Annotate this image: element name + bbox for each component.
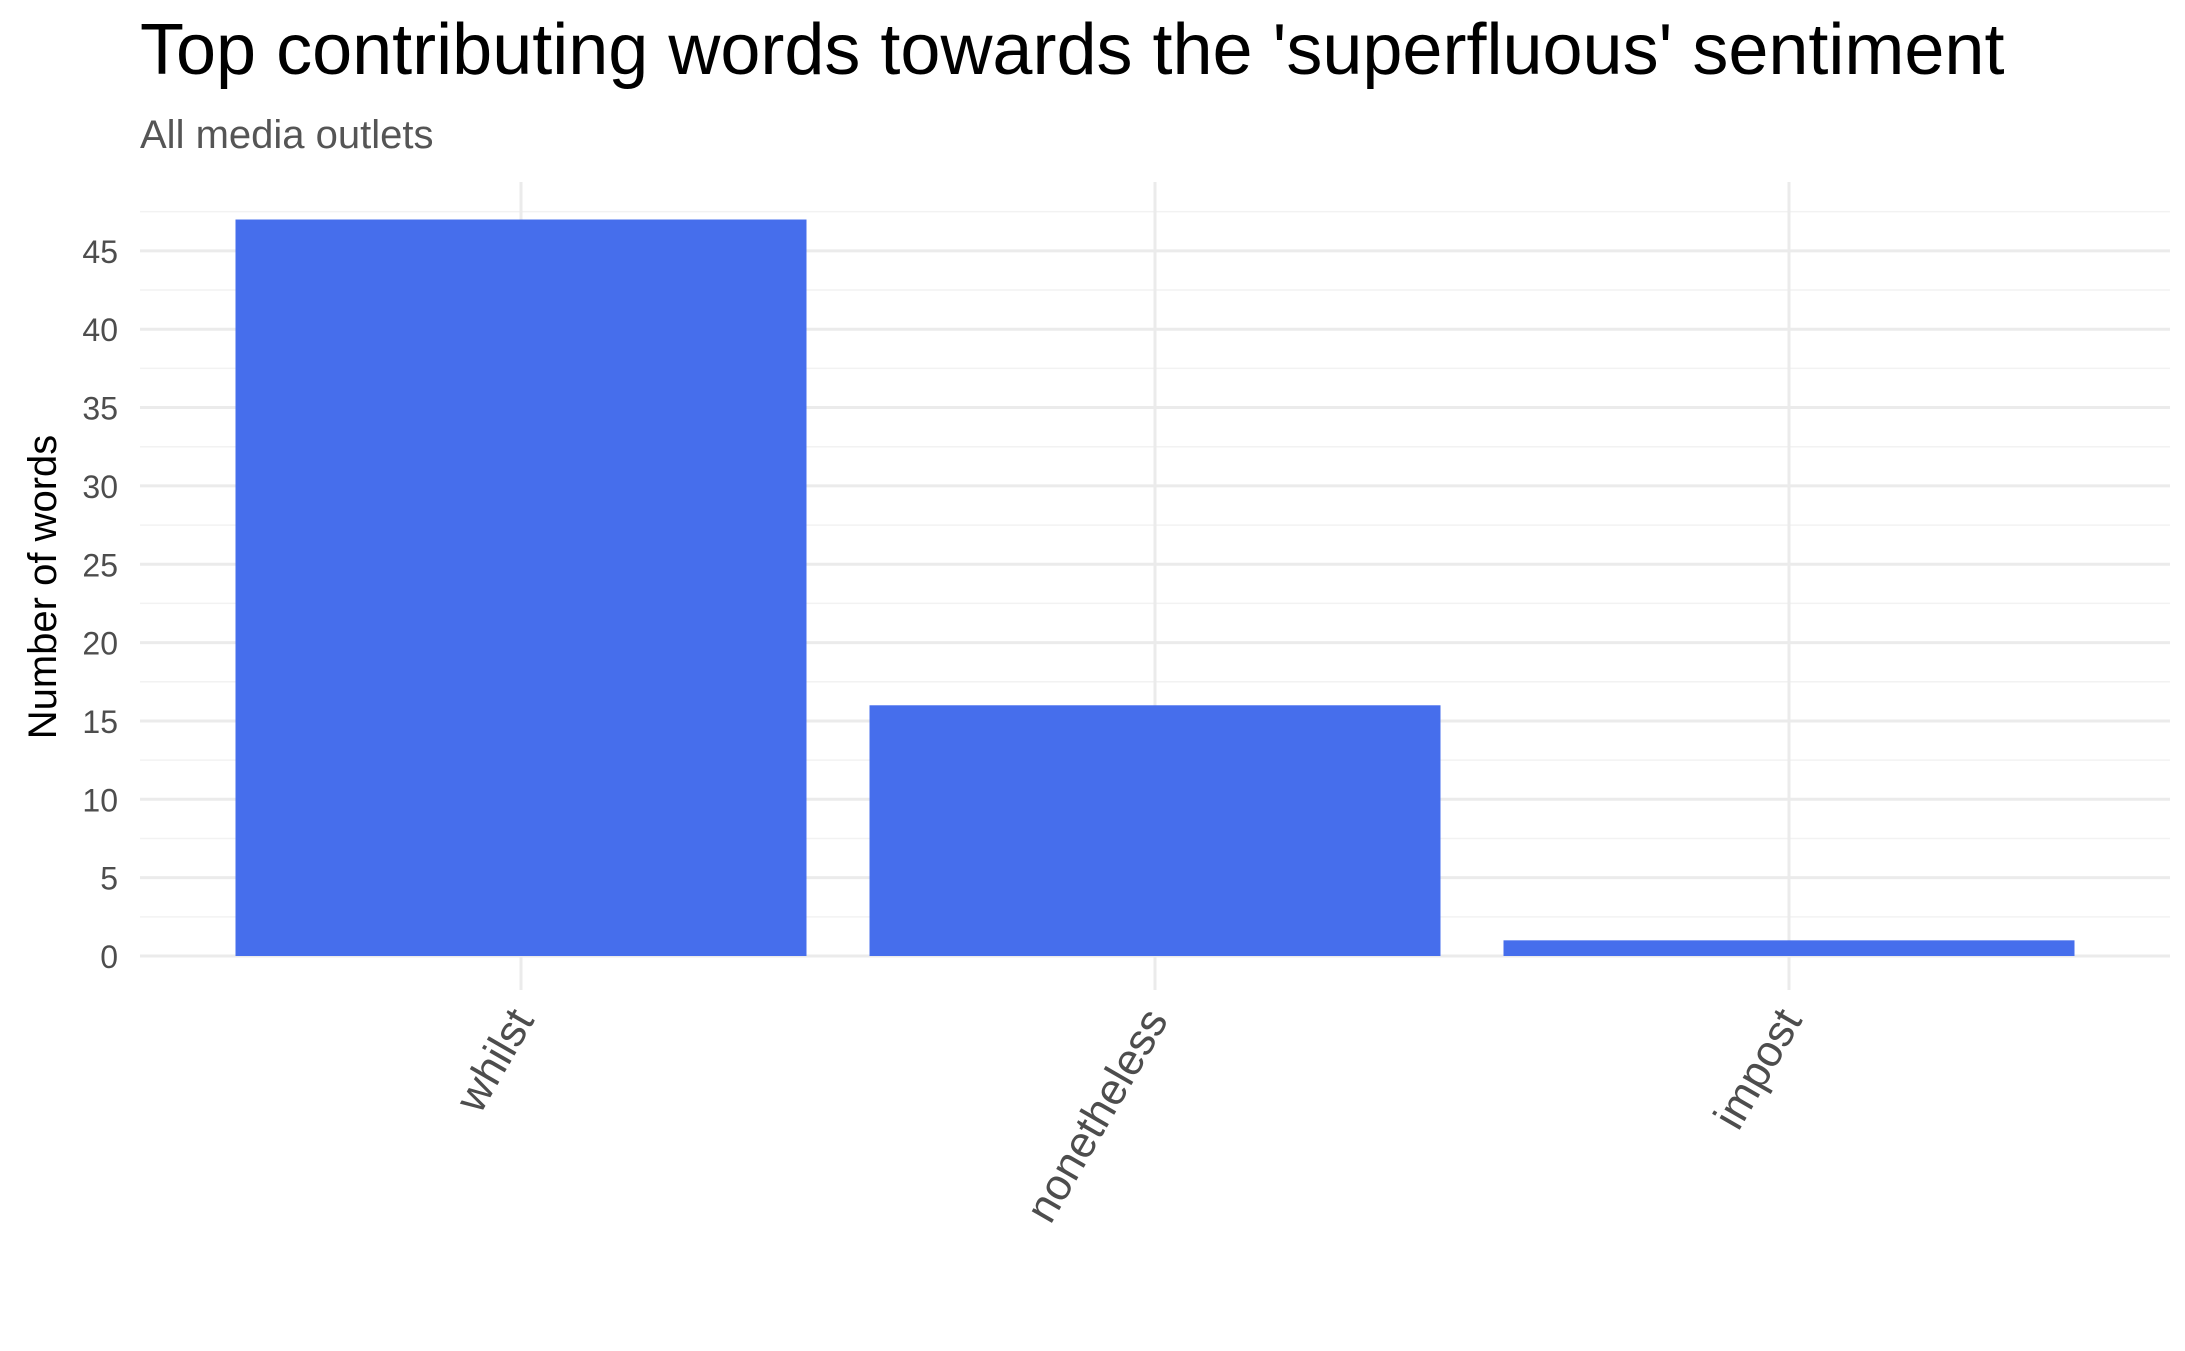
y-tick-label: 10: [82, 782, 118, 818]
x-axis-ticks: whilst nonetheless impost: [446, 1001, 1812, 1231]
y-tick-label: 20: [82, 626, 118, 662]
bar-impost: [1503, 940, 2075, 956]
y-tick-label: 25: [82, 547, 118, 583]
y-tick-label: 35: [82, 391, 118, 427]
bars: [235, 219, 2075, 956]
y-tick-label: 45: [82, 234, 118, 270]
x-tick-label-impost: impost: [1704, 1001, 1811, 1138]
chart-subtitle: All media outlets: [140, 113, 433, 157]
bar-whilst: [235, 219, 807, 956]
y-tick-label: 30: [82, 469, 118, 505]
x-tick-label-nonetheless: nonetheless: [1017, 1001, 1178, 1231]
y-tick-label: 0: [100, 939, 118, 975]
bar-nonetheless: [869, 705, 1441, 956]
y-axis-label: Number of words: [21, 435, 65, 740]
y-axis-ticks: 0 5 10 15 20 25 30 35 40 45: [82, 234, 118, 975]
y-tick-label: 5: [100, 861, 118, 897]
chart-title: Top contributing words towards the 'supe…: [140, 10, 2004, 90]
y-tick-label: 15: [82, 704, 118, 740]
y-tick-label: 40: [82, 312, 118, 348]
x-tick-label-whilst: whilst: [446, 1001, 544, 1122]
